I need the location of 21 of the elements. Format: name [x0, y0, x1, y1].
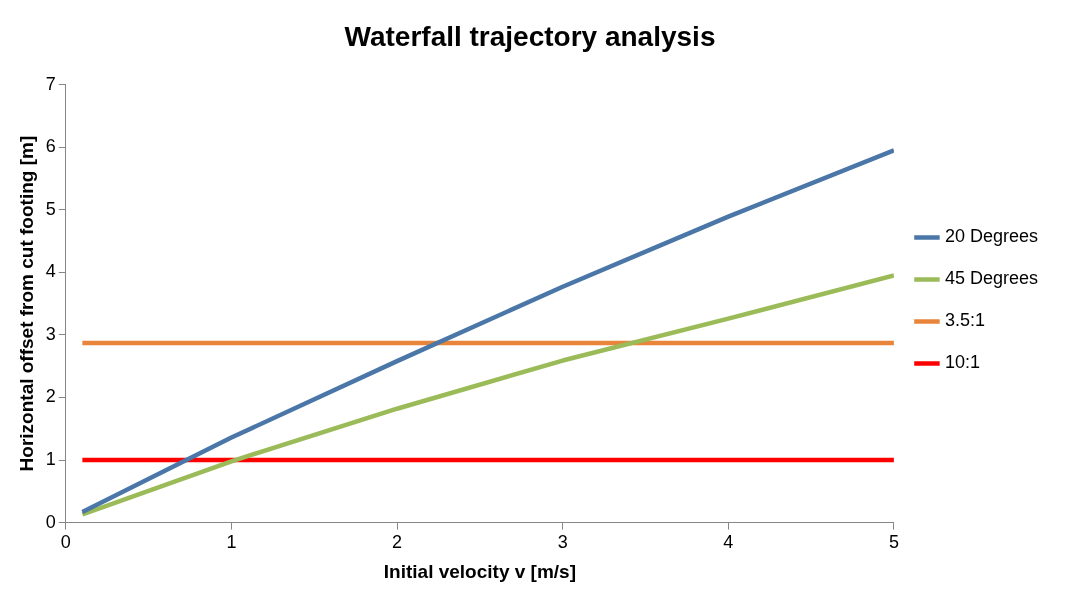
x-tick-label: 4 [723, 532, 734, 553]
y-tick-label: 5 [45, 198, 56, 219]
legend-label: 10:1 [944, 352, 980, 373]
chart-title: Waterfall trajectory analysis [344, 20, 716, 52]
y-tick-label: 4 [45, 261, 56, 282]
y-tick-label: 3 [45, 323, 56, 344]
y-tick-label: 7 [45, 73, 56, 94]
y-tick-label: 2 [45, 386, 56, 407]
x-tick-label: 2 [392, 532, 403, 553]
y-axis-title: Horizontal offset from cut footing [m] [15, 135, 37, 472]
y-tick-label: 0 [45, 511, 56, 532]
x-tick-label: 1 [226, 532, 237, 553]
legend-label: 20 Degrees [944, 226, 1038, 247]
x-tick-label: 5 [888, 532, 899, 553]
y-tick-label: 1 [45, 449, 56, 469]
legend-label: 3.5:1 [944, 310, 985, 331]
x-axis-title: Initial velocity v [m/s] [383, 560, 576, 582]
x-tick-label: 0 [60, 532, 71, 553]
y-tick-label: 6 [45, 136, 56, 157]
x-tick-label: 3 [557, 532, 568, 553]
legend-label: 45 Degrees [944, 268, 1038, 289]
